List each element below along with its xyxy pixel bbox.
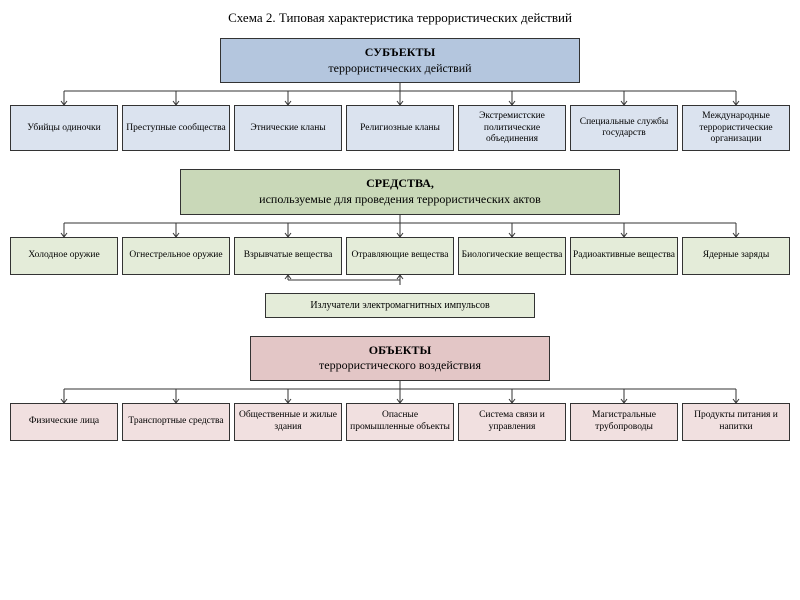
child-box: Убийцы одиночки — [10, 105, 118, 151]
child-box: Биологические вещества — [458, 237, 566, 275]
child-box: Религиозные кланы — [346, 105, 454, 151]
section-header-bold: СУБЪЕКТЫ — [365, 45, 435, 59]
diagram-title: Схема 2. Типовая характеристика террорис… — [10, 10, 790, 26]
section-header-sub: террористических действий — [328, 61, 471, 75]
children-row: Холодное оружиеОгнестрельное оружиеВзрыв… — [10, 237, 790, 275]
section-header-sub: используемые для проведения террористиче… — [259, 192, 541, 206]
child-box: Экстремистские политические объединения — [458, 105, 566, 151]
section-2: ОБЪЕКТЫтеррористического воздействия Физи… — [10, 336, 790, 441]
child-box: Взрывчатые вещества — [234, 237, 342, 275]
section-header: ОБЪЕКТЫтеррористического воздействия — [250, 336, 550, 381]
connector — [10, 83, 790, 105]
section-header-bold: ОБЪЕКТЫ — [369, 343, 431, 357]
child-box: Опасные промышленные объекты — [346, 403, 454, 441]
child-box: Общественные и жилые здания — [234, 403, 342, 441]
child-box: Радиоактивные вещества — [570, 237, 678, 275]
child-box: Международные террористические организац… — [682, 105, 790, 151]
child-box: Этнические кланы — [234, 105, 342, 151]
section-header-bold: СРЕДСТВА, — [366, 176, 434, 190]
section-header: СРЕДСТВА, используемые для проведения тер… — [180, 169, 620, 214]
extra-connector — [10, 275, 790, 285]
child-box: Система связи и управления — [458, 403, 566, 441]
child-box: Транспортные средства — [122, 403, 230, 441]
section-header-sub: террористического воздействия — [319, 358, 481, 372]
connector — [10, 381, 790, 403]
child-box: Преступные сообщества — [122, 105, 230, 151]
child-box: Магистральные трубопроводы — [570, 403, 678, 441]
child-box: Холодное оружие — [10, 237, 118, 275]
children-row: Убийцы одиночкиПреступные сообществаЭтни… — [10, 105, 790, 151]
child-box: Отравляющие вещества — [346, 237, 454, 275]
connector — [10, 215, 790, 237]
section-0: СУБЪЕКТЫ террористических действий Убийцы … — [10, 38, 790, 151]
child-box: Специальные службы государств — [570, 105, 678, 151]
child-box: Продукты питания и напитки — [682, 403, 790, 441]
child-box: Ядерные заряды — [682, 237, 790, 275]
child-box: Физические лица — [10, 403, 118, 441]
section-header: СУБЪЕКТЫ террористических действий — [220, 38, 580, 83]
section-1: СРЕДСТВА, используемые для проведения тер… — [10, 169, 790, 317]
child-box: Огнестрельное оружие — [122, 237, 230, 275]
extra-box: Излучатели электромагнитных импульсов — [265, 293, 535, 318]
children-row: Физические лицаТранспортные средстваОбще… — [10, 403, 790, 441]
